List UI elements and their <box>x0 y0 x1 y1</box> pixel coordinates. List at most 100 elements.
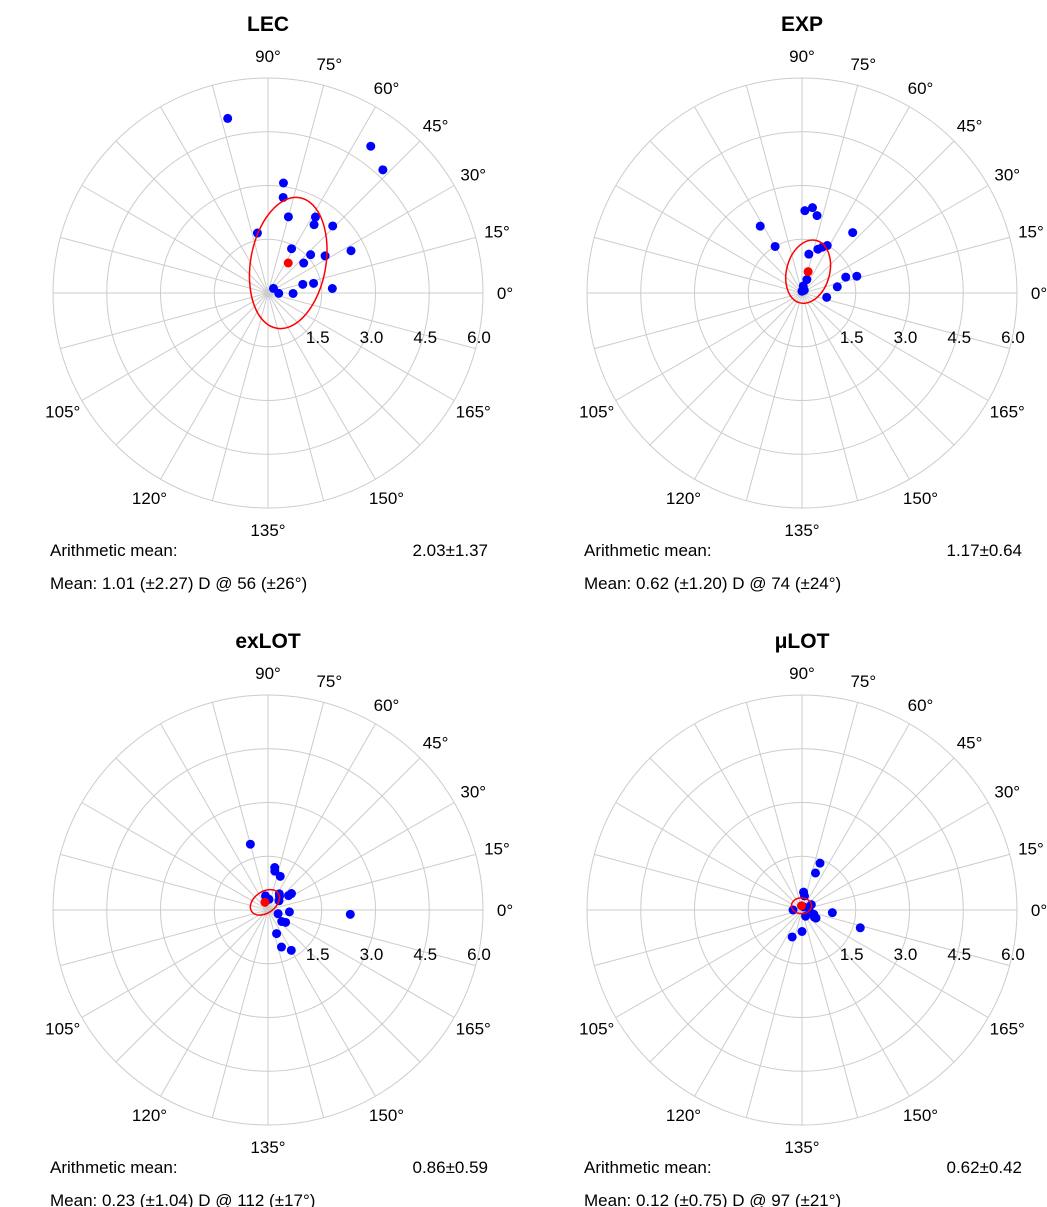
data-point <box>345 909 355 919</box>
chart-title: EXP <box>781 13 823 36</box>
angle-label: 165° <box>456 403 491 422</box>
angle-label: 75° <box>850 55 876 74</box>
chart-title: μLOT <box>775 630 830 653</box>
angle-label: 15° <box>484 840 510 859</box>
angle-label: 30° <box>994 166 1020 185</box>
data-point <box>287 244 297 254</box>
angle-label: 30° <box>460 783 486 802</box>
arithmetic-mean-label: Arithmetic mean: <box>50 541 178 560</box>
angle-label: 165° <box>456 1020 491 1039</box>
data-point <box>327 284 337 294</box>
data-point <box>366 141 376 151</box>
angular-gridline <box>60 236 476 350</box>
arithmetic-mean-value: 0.62±0.42 <box>946 1158 1022 1177</box>
radial-tick-label: 4.5 <box>413 328 437 347</box>
mean-confidence-ellipse <box>248 196 328 330</box>
data-point <box>309 278 319 288</box>
data-point <box>855 923 865 933</box>
angle-label: 120° <box>666 1106 701 1125</box>
data-point <box>797 286 807 296</box>
data-point <box>797 927 807 936</box>
radial-tick-label: 6.0 <box>1001 328 1025 347</box>
angular-gridline <box>60 853 476 967</box>
data-point <box>272 929 282 939</box>
angle-label: 90° <box>789 664 815 683</box>
radial-tick-label: 3.0 <box>360 328 384 347</box>
angle-label: 120° <box>132 1106 167 1125</box>
angle-label: 120° <box>132 489 167 508</box>
data-point <box>378 165 388 175</box>
mean-point <box>283 258 293 268</box>
radial-tick-label: 3.0 <box>894 945 918 964</box>
angle-label: 105° <box>579 403 614 422</box>
arithmetic-mean-label: Arithmetic mean: <box>584 1158 712 1177</box>
angle-label: 0° <box>497 901 513 920</box>
radial-tick-label: 1.5 <box>840 945 864 964</box>
angle-label: 0° <box>497 284 513 303</box>
angle-label: 15° <box>1018 840 1044 859</box>
angle-label: 150° <box>369 489 404 508</box>
angle-label: 30° <box>460 166 486 185</box>
data-point <box>273 909 283 919</box>
angle-label: 45° <box>957 733 983 752</box>
data-point <box>827 908 837 918</box>
mean-summary: Mean: 0.62 (±1.20) D @ 74 (±24°) <box>584 574 841 593</box>
data-point <box>281 917 291 927</box>
arithmetic-mean-label: Arithmetic mean: <box>584 541 712 560</box>
radial-tick-label: 4.5 <box>947 328 971 347</box>
angle-label: 15° <box>1018 223 1044 242</box>
data-point <box>286 889 296 899</box>
data-point <box>822 292 832 302</box>
polar-chart-3: μLOT 0° 15° 30° 45° 60° 75° 90° 105° 120° 135° 150°… <box>579 630 1047 1207</box>
angle-label: 60° <box>908 696 934 715</box>
mean-confidence-ellipse <box>249 888 281 916</box>
radial-tick-label: 6.0 <box>467 328 491 347</box>
angle-label: 90° <box>789 47 815 66</box>
radial-tick-label: 1.5 <box>306 945 330 964</box>
mean-summary: Mean: 0.12 (±0.75) D @ 97 (±21°) <box>584 1191 841 1207</box>
data-point <box>848 228 858 238</box>
data-point <box>286 945 296 955</box>
polar-chart-0: LEC 0° 15° 30° 45° 60° 75° 90° 105° 120° 135° 150° 1… <box>45 13 513 593</box>
angle-label: 90° <box>255 47 281 66</box>
angle-label: 75° <box>850 672 876 691</box>
mean-summary: Mean: 1.01 (±2.27) D @ 56 (±26°) <box>50 574 307 593</box>
data-point <box>815 858 825 868</box>
angle-label: 150° <box>369 1106 404 1125</box>
angle-label: 60° <box>908 79 934 98</box>
data-point <box>328 221 338 231</box>
angle-label: 105° <box>45 403 80 422</box>
data-point <box>274 288 284 298</box>
mean-confidence-ellipse <box>790 897 813 915</box>
radial-tick-label: 3.0 <box>894 328 918 347</box>
data-point <box>298 279 308 289</box>
data-point <box>288 288 298 298</box>
data-point <box>813 244 823 254</box>
angle-label: 30° <box>994 783 1020 802</box>
chart-title: LEC <box>247 13 289 36</box>
angle-label: 60° <box>374 696 400 715</box>
angle-label: 135° <box>784 521 819 540</box>
mean-point <box>796 901 806 911</box>
radial-tick-label: 3.0 <box>360 945 384 964</box>
angle-label: 45° <box>957 116 983 135</box>
data-point <box>807 203 817 213</box>
data-point <box>310 212 320 222</box>
angle-label: 120° <box>666 489 701 508</box>
angle-label: 165° <box>990 1020 1025 1039</box>
data-point <box>278 178 288 188</box>
angle-label: 105° <box>45 1020 80 1039</box>
data-point <box>283 212 293 222</box>
data-point <box>804 249 814 259</box>
angle-label: 165° <box>990 403 1025 422</box>
data-point <box>276 942 286 952</box>
angle-label: 0° <box>1031 901 1047 920</box>
angle-label: 150° <box>903 489 938 508</box>
data-point <box>245 839 255 849</box>
data-point <box>841 272 851 282</box>
angle-label: 0° <box>1031 284 1047 303</box>
data-point <box>270 863 280 873</box>
angle-label: 135° <box>250 1138 285 1157</box>
angle-label: 75° <box>316 672 342 691</box>
